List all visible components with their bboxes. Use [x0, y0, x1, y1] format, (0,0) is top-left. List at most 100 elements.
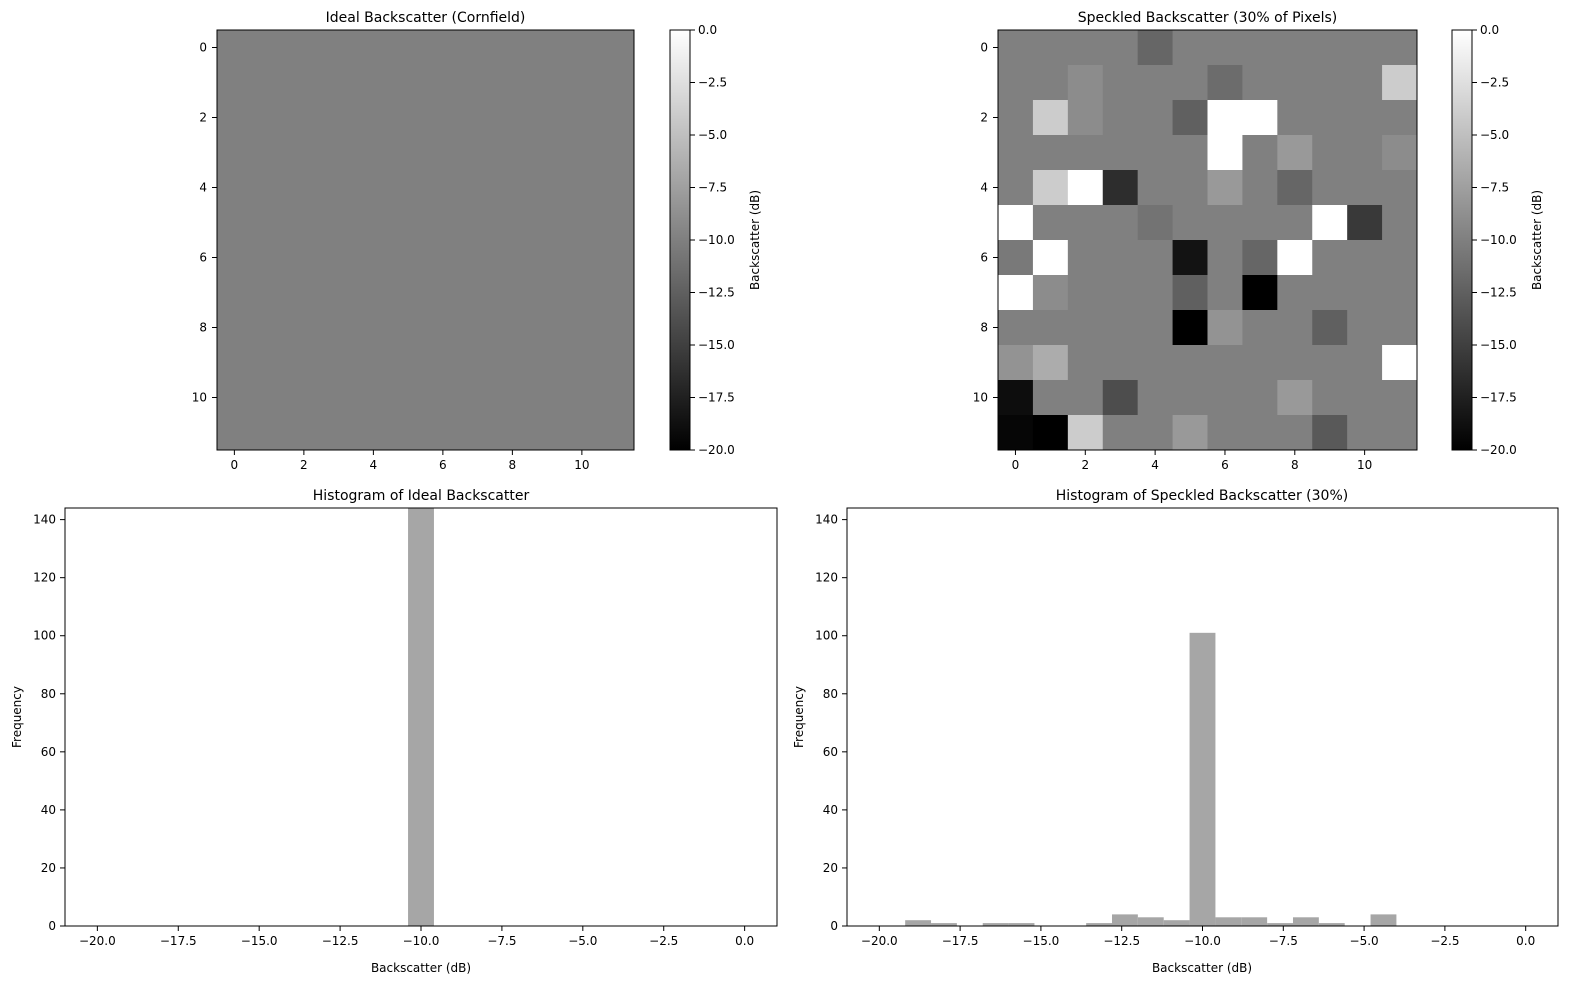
heatmap-cell: [495, 100, 531, 136]
heatmap-cell: [286, 170, 322, 206]
heatmap-cell: [1312, 170, 1348, 206]
colorbar-tick-label: −7.5: [698, 181, 727, 195]
heatmap-cell: [286, 345, 322, 381]
heatmap-cell: [286, 240, 322, 276]
heatmap-cell: [1172, 415, 1208, 451]
heatmap-cell: [1067, 170, 1104, 206]
heatmap-cell: [599, 65, 635, 101]
histogram-bar: [1241, 917, 1268, 926]
x-tick-label: 0.0: [735, 934, 754, 948]
y-tick-label: 6: [199, 251, 207, 265]
heatmap-cell: [1207, 170, 1243, 206]
speckled-colorbar: 0.0 −2.5 −5.0 −7.5 −10.0 −12.5 −15.0 −17.5 −20.0: [1451, 23, 1517, 457]
heatmap-cell: [1347, 170, 1383, 206]
ideal-histogram-panel: Histogram of Ideal Backscatter −20.0 −17.…: [10, 488, 778, 975]
heatmap-cell: [495, 170, 531, 206]
colorbar-tick-label: −7.5: [1480, 181, 1509, 195]
heatmap-cell: [286, 65, 322, 101]
heatmap-cell: [1067, 135, 1104, 171]
heatmap-cell: [217, 135, 253, 171]
heatmap-cell: [217, 240, 253, 276]
heatmap-cell: [356, 380, 392, 416]
x-tick-label: −17.5: [942, 934, 979, 948]
heatmap-cell: [1347, 30, 1383, 66]
heatmap-cell: [286, 205, 322, 241]
histogram-bar: [1086, 923, 1113, 926]
x-tick-label: −5.0: [568, 934, 597, 948]
heatmap-cell: [599, 310, 635, 346]
heatmap-cell: [1207, 30, 1243, 66]
heatmap-cell: [564, 135, 600, 171]
x-tick-label: 2: [1081, 458, 1089, 472]
heatmap-cell: [286, 415, 322, 451]
ideal-histogram-bars: [408, 508, 434, 926]
histogram-bar: [1370, 914, 1397, 926]
heatmap-cell: [1277, 415, 1313, 451]
heatmap-cell: [1347, 135, 1383, 171]
heatmap-cell: [1102, 240, 1139, 276]
heatmap-cell: [1102, 170, 1139, 206]
heatmap-cell: [1277, 135, 1313, 171]
heatmap-cell: [1102, 415, 1139, 451]
heatmap-cell: [217, 205, 253, 241]
ideal-colorbar: 0.0 −2.5 −5.0 −7.5 −10.0 −12.5 −15.0 −17.5 −20.0: [669, 23, 735, 457]
histogram-bar: [1112, 914, 1138, 926]
heatmap-cell: [251, 415, 287, 451]
speckled-heatmap-cells: [998, 30, 1418, 451]
heatmap-cell: [1102, 310, 1139, 346]
x-tick-label: 8: [509, 458, 517, 472]
heatmap-cell: [321, 170, 357, 206]
y-tick-label: 8: [199, 321, 207, 335]
x-tick-label: −12.5: [322, 934, 359, 948]
heatmap-cell: [529, 65, 565, 101]
heatmap-cell: [998, 345, 1034, 381]
x-tick-label: 6: [439, 458, 447, 472]
heatmap-cell: [390, 135, 426, 171]
heatmap-cell: [1032, 415, 1069, 451]
histogram-bar: [1137, 917, 1164, 926]
y-tick-label: 2: [980, 111, 988, 125]
heatmap-cell: [1347, 415, 1383, 451]
heatmap-cell: [1137, 240, 1174, 276]
x-tick-label: 10: [574, 458, 589, 472]
colorbar-tick-label: −17.5: [698, 391, 735, 405]
heatmap-cell: [1067, 345, 1104, 381]
heatmap-cell: [529, 135, 565, 171]
histogram-bar: [1163, 920, 1190, 926]
heatmap-cell: [1312, 275, 1348, 311]
heatmap-cell: [495, 135, 531, 171]
heatmap-cell: [564, 345, 600, 381]
heatmap-cell: [1172, 135, 1208, 171]
heatmap-cell: [998, 170, 1034, 206]
heatmap-cell: [286, 310, 322, 346]
heatmap-cell: [1172, 310, 1208, 346]
heatmap-cell: [1032, 65, 1069, 101]
heatmap-cell: [998, 310, 1034, 346]
heatmap-cell: [529, 275, 565, 311]
heatmap-cell: [529, 240, 565, 276]
colorbar-tick-label: −15.0: [1480, 338, 1517, 352]
heatmap-cell: [495, 345, 531, 381]
heatmap-cell: [321, 100, 357, 136]
heatmap-cell: [425, 100, 461, 136]
heatmap-cell: [495, 30, 531, 66]
heatmap-cell: [1067, 415, 1104, 451]
heatmap-cell: [217, 65, 253, 101]
y-tick-label: 100: [33, 629, 56, 643]
heatmap-cell: [460, 205, 496, 241]
heatmap-cell: [1312, 135, 1348, 171]
heatmap-cell: [599, 205, 635, 241]
heatmap-cell: [1277, 275, 1313, 311]
speckled-histogram-title: Histogram of Speckled Backscatter (30%): [1056, 488, 1348, 504]
heatmap-cell: [1312, 205, 1348, 241]
heatmap-cell: [390, 170, 426, 206]
x-tick-label: 0.0: [1516, 934, 1535, 948]
heatmap-cell: [1382, 65, 1418, 101]
y-tick-label: 4: [199, 181, 207, 195]
heatmap-cell: [599, 30, 635, 66]
heatmap-cell: [1312, 240, 1348, 276]
heatmap-cell: [460, 310, 496, 346]
heatmap-cell: [1347, 310, 1383, 346]
heatmap-cell: [529, 100, 565, 136]
speckled-heatmap-title: Speckled Backscatter (30% of Pixels): [1078, 10, 1338, 26]
